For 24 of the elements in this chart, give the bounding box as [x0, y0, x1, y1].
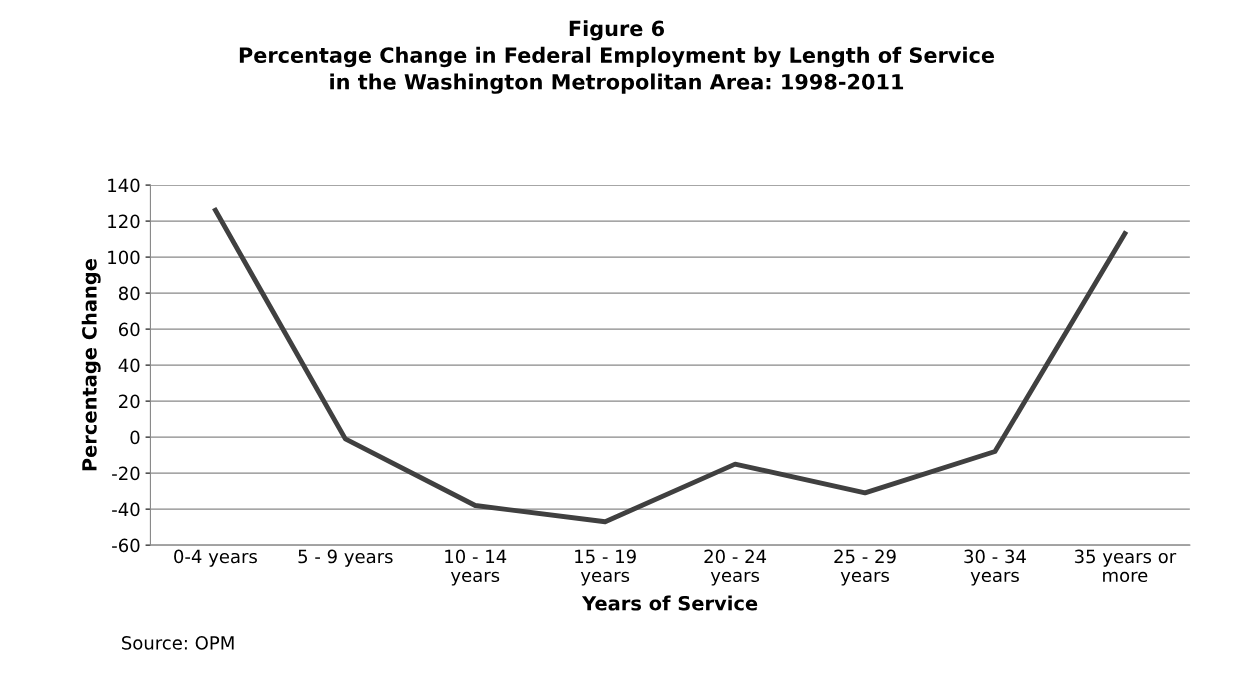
y-tick-label: -20 [112, 466, 140, 481]
y-tick-label: 120 [108, 214, 140, 229]
y-tick-label: 60 [118, 322, 140, 337]
x-tick-label: 15 - 19 years [575, 549, 636, 586]
x-tick-label: 35 years or more [1074, 549, 1177, 583]
line-series [212, 207, 1128, 525]
y-tick-label: 80 [118, 286, 140, 301]
y-axis-title: Percentage Change [81, 259, 101, 471]
y-tick-label: -60 [112, 538, 140, 553]
x-tick-label: 5 - 9 years [298, 549, 393, 567]
x-tick-label: 10 - 14 years [445, 549, 507, 586]
y-tick-label: 40 [118, 358, 140, 373]
y-tick-label: -40 [112, 502, 140, 517]
y-tick-label: 0 [130, 430, 140, 445]
x-tick-label: 20 - 24 years [704, 549, 767, 586]
source-note: Source: OPM [122, 636, 234, 650]
x-tick-label: 0-4 years [174, 549, 257, 567]
x-tick-label: 30 - 34 years [964, 549, 1026, 586]
y-tick-label: 100 [108, 250, 140, 265]
x-axis-title: Years of Service [581, 595, 758, 611]
x-tick-label: 25 - 29 years [834, 549, 896, 586]
y-tick-label: 140 [108, 178, 140, 193]
chart-title: Figure 6 Percentage Change in Federal Employment by Length of Service in the Washington Metropolitan Area: 1998-2011 [239, 20, 995, 94]
y-tick-label: 20 [119, 394, 140, 409]
